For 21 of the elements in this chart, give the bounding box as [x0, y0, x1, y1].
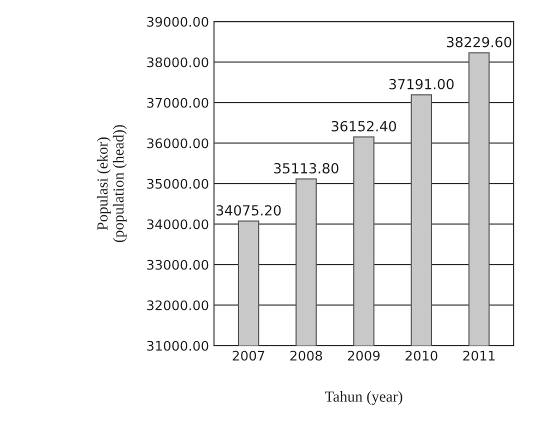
x-axis-title: Tahun (year) [324, 391, 402, 405]
y-tick-label: 34000.00 [147, 219, 208, 230]
y-tick-label: 39000.00 [147, 16, 208, 27]
data-label: 37191.00 [389, 78, 454, 90]
y-axis-title: Populasi (ekor) (population (head)) [96, 125, 127, 242]
y-tick-label: 33000.00 [147, 260, 208, 270]
y-tick-label: 38000.00 [147, 57, 208, 68]
x-tick-label: 2009 [348, 350, 380, 361]
y-tick-label: 31000.00 [147, 340, 208, 351]
x-tick-label: 2011 [463, 350, 495, 361]
x-tick-label: 2007 [232, 350, 264, 361]
data-label: 35113.80 [274, 163, 338, 174]
y-tick-label: 35000.00 [147, 178, 208, 189]
y-tick-label: 32000.00 [147, 300, 208, 310]
data-label: 36152.40 [332, 120, 396, 132]
data-label: 34075.20 [216, 205, 281, 216]
x-tick-label: 2010 [406, 350, 438, 361]
data-label: 38229.60 [446, 36, 512, 48]
x-tick-label: 2008 [290, 350, 322, 361]
y-tick-label: 37000.00 [147, 98, 208, 108]
y-tick-label: 36000.00 [147, 138, 208, 148]
